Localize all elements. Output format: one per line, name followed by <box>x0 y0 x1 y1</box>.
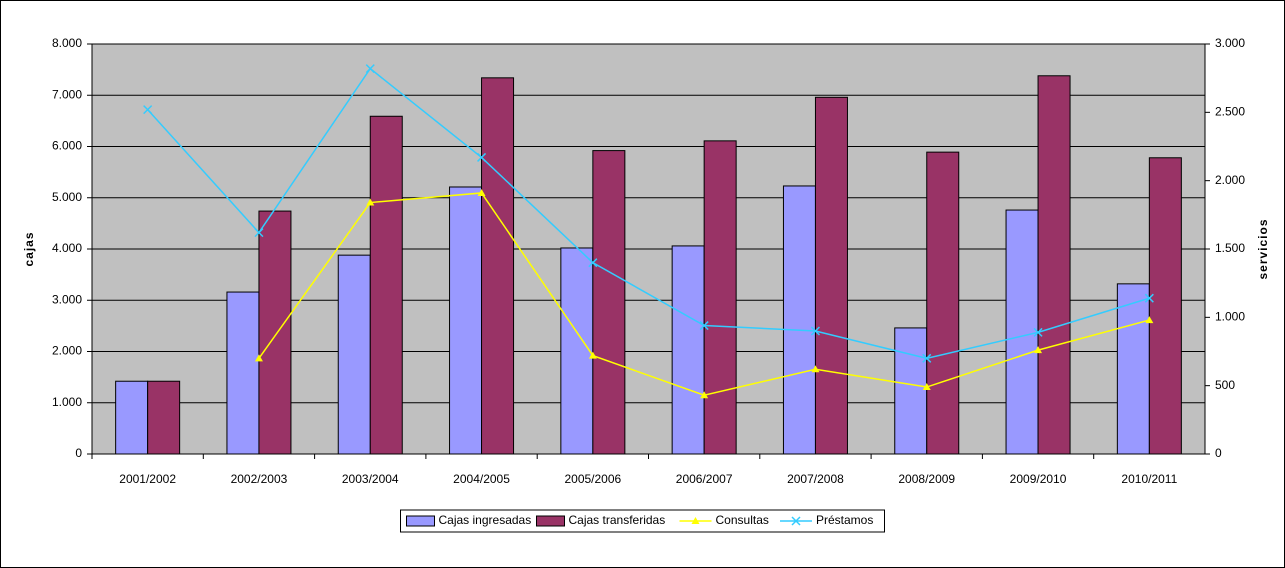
y2-tick-label: 1.500 <box>1215 241 1245 255</box>
x-tick-label: 2002/2003 <box>231 472 288 486</box>
marker <box>922 383 931 391</box>
legend-label: Cajas ingresadas <box>439 513 532 527</box>
y-axis-title: cajas <box>22 231 36 266</box>
x-tick-label: 2008/2009 <box>898 472 955 486</box>
bar <box>147 380 181 455</box>
marker <box>811 365 820 373</box>
legend-marker <box>691 517 700 524</box>
y2-tick-label: 0 <box>1215 446 1222 460</box>
bar <box>926 151 960 455</box>
bar <box>1005 209 1039 455</box>
marker <box>700 391 709 399</box>
bar <box>671 245 705 455</box>
y2-tick-label: 3.000 <box>1215 36 1245 50</box>
legend-box <box>400 509 885 533</box>
bar <box>481 77 515 455</box>
bar <box>592 150 626 455</box>
bar <box>369 115 403 455</box>
y-tick-label: 5.000 <box>52 190 82 204</box>
y-tick-label: 0 <box>75 446 82 460</box>
bar <box>337 254 371 455</box>
y2-tick-label: 2.500 <box>1215 105 1245 119</box>
legend-swatch <box>536 515 565 527</box>
bar <box>449 186 483 455</box>
bar <box>1148 157 1182 455</box>
bar <box>258 210 292 455</box>
bar <box>703 140 737 455</box>
bar <box>226 291 260 455</box>
legend-marker <box>791 516 801 526</box>
bar <box>894 327 928 455</box>
marker <box>143 105 153 115</box>
marker <box>254 354 263 362</box>
y-tick-label: 8.000 <box>52 36 82 50</box>
x-tick-label: 2004/2005 <box>453 472 510 486</box>
x-tick-label: 2007/2008 <box>787 472 844 486</box>
y-tick-label: 6.000 <box>52 139 82 153</box>
marker <box>477 152 487 162</box>
marker <box>477 188 486 196</box>
bar <box>1116 283 1150 455</box>
bar <box>814 96 848 455</box>
y-tick-label: 4.000 <box>52 241 82 255</box>
legend-label: Consultas <box>716 513 769 527</box>
marker <box>366 198 375 206</box>
bar <box>115 380 149 455</box>
marker <box>1034 346 1043 354</box>
legend-label: Préstamos <box>816 513 873 527</box>
x-tick-label: 2010/2011 <box>1121 472 1177 486</box>
marker <box>588 258 598 268</box>
bar <box>782 185 816 455</box>
y2-tick-label: 2.000 <box>1215 173 1245 187</box>
marker <box>1144 293 1154 303</box>
legend-label: Cajas transferidas <box>569 513 666 527</box>
x-tick-label: 2006/2007 <box>676 472 733 486</box>
y-tick-label: 7.000 <box>52 87 82 101</box>
y-tick-label: 3.000 <box>52 292 82 306</box>
y-tick-label: 2.000 <box>52 344 82 358</box>
bar <box>560 247 594 455</box>
bar <box>1037 75 1071 455</box>
y2-tick-label: 500 <box>1215 378 1235 392</box>
legend-swatch <box>406 515 435 527</box>
marker <box>1145 316 1154 324</box>
marker <box>810 326 820 336</box>
marker <box>922 353 932 363</box>
marker <box>1033 327 1043 337</box>
y2-axis-title: servicios <box>1256 218 1270 279</box>
x-tick-label: 2009/2010 <box>1010 472 1067 486</box>
y2-tick-label: 1.000 <box>1215 310 1245 324</box>
marker <box>588 351 597 359</box>
line <box>147 67 1150 360</box>
x-tick-label: 2003/2004 <box>342 472 399 486</box>
marker <box>365 64 375 74</box>
y-tick-label: 1.000 <box>52 395 82 409</box>
marker <box>254 228 264 238</box>
x-tick-label: 2001/2002 <box>119 472 176 486</box>
x-tick-label: 2005/2006 <box>564 472 621 486</box>
marker <box>699 321 709 331</box>
